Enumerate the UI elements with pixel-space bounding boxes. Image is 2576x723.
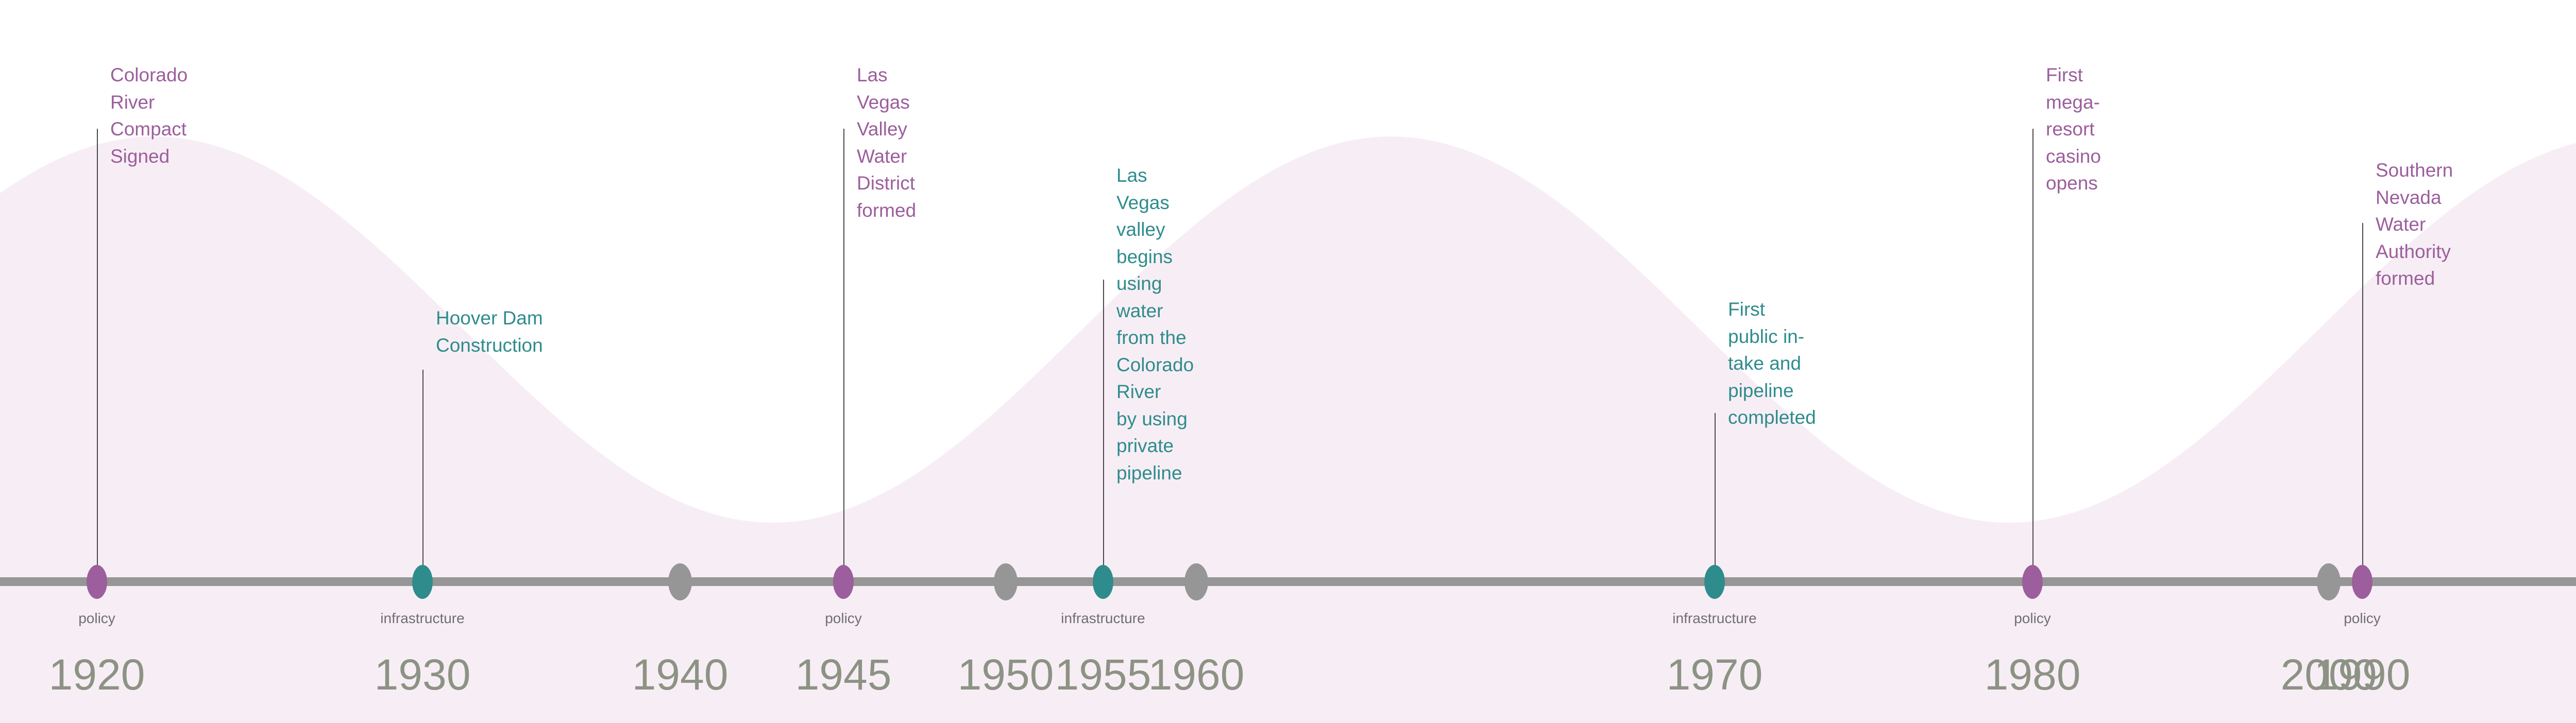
event-dot-icon[interactable] bbox=[412, 565, 433, 599]
event-description: Colorado River Compact Signed bbox=[110, 64, 188, 167]
decade-year-label: 1940 bbox=[632, 650, 728, 699]
event-description: Las Vegas Valley Water District formed bbox=[857, 64, 917, 221]
timeline-axis-bar bbox=[0, 577, 2576, 586]
decade-dot-icon bbox=[994, 563, 1018, 600]
event-year-label: 1945 bbox=[795, 650, 892, 699]
event-category-label: infrastructure bbox=[1061, 610, 1145, 626]
event-dot-icon[interactable] bbox=[833, 565, 854, 599]
event-description: First mega-resort casino opens bbox=[2046, 64, 2101, 194]
event-description: Hoover Dam Construction bbox=[436, 307, 543, 356]
event-dot-icon[interactable] bbox=[2352, 565, 2372, 599]
event-category-label: policy bbox=[78, 610, 115, 626]
event-leader-line bbox=[2032, 129, 2033, 569]
event-year-label: 1930 bbox=[374, 650, 471, 699]
decade-year-label: 2000 bbox=[2280, 650, 2377, 699]
event-leader-line bbox=[1103, 280, 1104, 569]
decade-dot-icon bbox=[1184, 563, 1208, 600]
event-year-label: 1970 bbox=[1666, 650, 1763, 699]
event-year-label: 1955 bbox=[1055, 650, 1151, 699]
event-description: Las Vegas valley begins using water from… bbox=[1116, 165, 1194, 484]
event-year-label: 1980 bbox=[1984, 650, 2081, 699]
decade-year-label: 1950 bbox=[957, 650, 1054, 699]
event-year-label: 1920 bbox=[48, 650, 145, 699]
event-description: First public in- take and pipeline compl… bbox=[1728, 299, 1816, 428]
decade-dot-icon bbox=[2317, 563, 2341, 600]
event-dot-icon[interactable] bbox=[1093, 565, 1113, 599]
event-category-label: policy bbox=[825, 610, 862, 626]
wave-shape bbox=[0, 136, 2576, 723]
event-description: Southern Nevada Water Authority formed bbox=[2376, 160, 2453, 289]
event-category-label: policy bbox=[2344, 610, 2381, 626]
event-dot-icon[interactable] bbox=[2022, 565, 2043, 599]
event-leader-line bbox=[1715, 413, 1716, 569]
event-leader-line bbox=[2362, 223, 2363, 569]
event-category-label: infrastructure bbox=[380, 610, 465, 626]
event-leader-line bbox=[843, 129, 844, 569]
event-category-label: infrastructure bbox=[1672, 610, 1757, 626]
decade-year-label: 1960 bbox=[1148, 650, 1245, 699]
event-category-label: policy bbox=[2014, 610, 2051, 626]
decade-dot-icon bbox=[668, 563, 692, 600]
event-leader-line bbox=[97, 129, 98, 569]
event-dot-icon[interactable] bbox=[87, 565, 107, 599]
event-year-label: 1990 bbox=[2314, 650, 2411, 699]
event-dot-icon[interactable] bbox=[1704, 565, 1725, 599]
event-leader-line bbox=[422, 370, 423, 569]
